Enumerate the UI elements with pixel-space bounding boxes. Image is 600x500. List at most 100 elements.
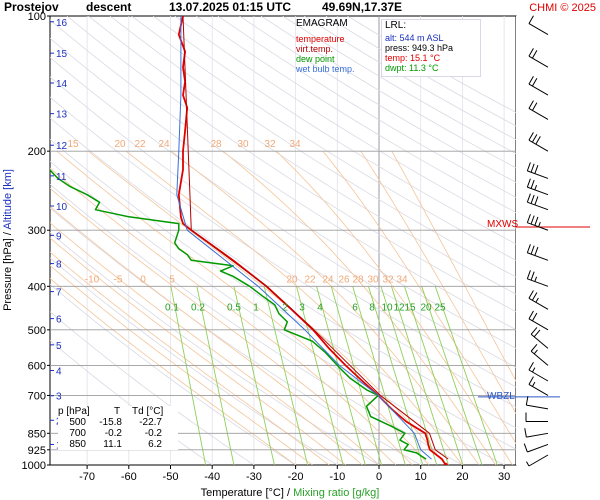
lrl-altitude: alt: 544 m ASL (385, 33, 444, 43)
mixing-ratio-label: 4 (317, 302, 323, 313)
dewpoint-profile (50, 168, 427, 460)
x-axis-separator: / (284, 487, 293, 499)
dry-adiabat-line (217, 16, 516, 198)
adiabat-label: 30 (367, 274, 379, 285)
lrl-temperature: temp: 15.1 °C (385, 53, 441, 63)
wind-barb-half (534, 185, 538, 191)
pressure-tick-label: 925 (28, 445, 46, 457)
temperature-tick-label: -20 (288, 471, 304, 483)
adiabat-label: 24 (158, 139, 170, 150)
mixing-ratio-label: 15 (404, 302, 416, 313)
wind-barb-flag (526, 214, 531, 223)
pressure-tick-label: 500 (28, 325, 46, 337)
wind-barb-flag (528, 376, 534, 385)
wind-barb-half (526, 461, 530, 467)
mixing-ratio-label: 10 (381, 302, 393, 313)
wind-barb-staff (528, 55, 549, 68)
adiabat-label: 20 (286, 274, 298, 285)
x-axis-title: Temperature [°C] / Mixing ratio [g/kg] (201, 487, 380, 499)
altitude-tick-label: 14 (56, 79, 68, 90)
table-header-temp: T (113, 406, 121, 417)
table-cell-pressure: 850 (69, 439, 86, 450)
adiabat-label: 24 (322, 274, 334, 285)
mixing-ratio-line (352, 286, 406, 465)
dry-adiabat-line (131, 16, 516, 261)
temperature-tick-label: -50 (163, 471, 179, 483)
wind-barb-half (534, 276, 538, 282)
wind-barb-flag (530, 215, 535, 225)
table-cell-temp: -15.8 (99, 417, 122, 428)
station-name: Prostejov (4, 0, 59, 14)
table-cell-dewpoint: 6.2 (148, 439, 162, 450)
altitude-tick-label: 11 (56, 172, 67, 183)
wind-barb-staff (528, 318, 549, 331)
adiabat-label: 0 (140, 274, 146, 285)
y-axis-separator: / (2, 230, 14, 239)
wind-barb-staff (528, 384, 549, 396)
altitude-tick-label: 13 (56, 110, 68, 121)
table-cell-temp: 11.1 (103, 439, 122, 450)
emagram-legend: EMAGRAM temperature virt.temp. dew point… (296, 19, 368, 75)
pressure-tick-label: 200 (28, 146, 46, 158)
pressure-tick-label: 300 (28, 225, 46, 237)
mixing-ratio-line (421, 286, 483, 465)
dry-adiabat-line (196, 16, 516, 213)
mixing-ratio-line (263, 286, 309, 465)
table-header-dewpoint: Td [°C] (132, 406, 164, 417)
wind-barb-flag (531, 134, 538, 143)
surface-marker (443, 462, 448, 465)
wind-barb-staff (528, 454, 549, 467)
mixing-ratio-line (170, 286, 207, 465)
adiabat-label: 26 (338, 274, 350, 285)
wind-barb-flag (535, 136, 541, 145)
lrl-dewpoint: dwpt: 11.3 °C (385, 63, 439, 73)
dry-adiabat-line (174, 16, 516, 229)
mixing-ratio-line (380, 286, 438, 465)
mixing-ratio-line (368, 286, 424, 465)
altitude-tick-label: 8 (56, 260, 62, 271)
wind-barb-flag (530, 194, 535, 204)
mixing-ratio-label: 1 (253, 302, 259, 313)
lrl-box: LRL: alt: 544 m ASL press: 949.3 hPa tem… (381, 19, 481, 77)
table-cell-temp: -0.2 (104, 428, 122, 439)
wind-barb-flag (524, 428, 527, 438)
legend-temperature: temperature (296, 34, 345, 44)
legend-dew-point: dew point (296, 54, 335, 64)
dry-adiabat-line (153, 16, 516, 245)
dry-adiabat-line (66, 16, 516, 313)
mixing-ratio-line (316, 286, 366, 465)
altitude-tick-label: 9 (56, 231, 62, 242)
wind-barb-half (531, 381, 536, 387)
altitude-tick-label: 12 (56, 141, 68, 152)
mixing-ratio-axis-label: Mixing ratio [g/kg] (293, 487, 379, 499)
pressure-tick-label: 600 (28, 360, 46, 372)
wind-barb-flag (523, 443, 528, 453)
table-row: 700 -0.2 -0.2 (58, 428, 178, 439)
temperature-tick-label: -40 (204, 471, 220, 483)
wind-barb-staff (528, 369, 549, 382)
mixing-ratio-label: 12 (393, 302, 405, 313)
wind-barb-flag (531, 78, 538, 87)
wind-barb-flag (531, 102, 538, 111)
wind-barb-staff (527, 443, 549, 453)
wind-barb-flag (530, 163, 535, 173)
mixing-ratio-label: 3 (299, 302, 305, 313)
adiabat-label: 30 (237, 139, 249, 150)
wind-barb-staff (528, 108, 549, 120)
mixing-ratio-line (196, 286, 235, 465)
altitude-tick-label: 16 (56, 18, 68, 29)
altitude-tick-label: 10 (56, 202, 68, 213)
wind-barb-flag (534, 216, 539, 226)
wind-barb-flag (530, 327, 538, 335)
adiabat-label: 32 (382, 274, 394, 285)
mixing-ratio-label: 2 (282, 302, 288, 313)
wind-barb-staff (528, 297, 549, 310)
wind-barb-flag (531, 312, 538, 322)
mixing-ratio-label: 25 (434, 302, 446, 313)
wind-barb-flag (526, 178, 531, 188)
wind-barb-staff (528, 23, 549, 36)
table-row: 500 -15.8 -22.7 (58, 417, 178, 428)
temperature-tick-label: -60 (121, 471, 137, 483)
legend-virtual-temp: virt.temp. (296, 44, 334, 54)
